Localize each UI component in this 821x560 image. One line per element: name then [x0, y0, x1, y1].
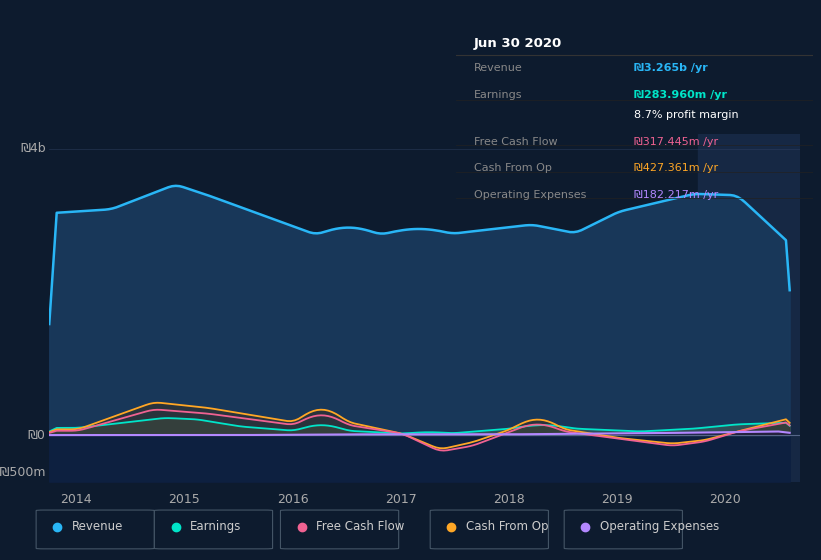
FancyBboxPatch shape: [281, 510, 399, 549]
Text: Revenue: Revenue: [474, 63, 522, 73]
Text: -₪500m: -₪500m: [0, 466, 45, 479]
Text: Revenue: Revenue: [71, 520, 123, 533]
Text: Earnings: Earnings: [190, 520, 241, 533]
Text: Operating Expenses: Operating Expenses: [599, 520, 719, 533]
Text: Jun 30 2020: Jun 30 2020: [474, 37, 562, 50]
Text: ₪0: ₪0: [28, 428, 45, 442]
Text: ₪317.445m /yr: ₪317.445m /yr: [635, 137, 718, 147]
Text: Free Cash Flow: Free Cash Flow: [316, 520, 404, 533]
Text: ₪4b: ₪4b: [20, 142, 45, 155]
Text: Operating Expenses: Operating Expenses: [474, 190, 586, 200]
Text: Earnings: Earnings: [474, 90, 522, 100]
Text: ₪427.361m /yr: ₪427.361m /yr: [635, 164, 718, 174]
Text: 8.7% profit margin: 8.7% profit margin: [635, 110, 739, 120]
Bar: [698, 134, 800, 482]
Text: ₪3.265b /yr: ₪3.265b /yr: [635, 63, 708, 73]
FancyBboxPatch shape: [154, 510, 273, 549]
FancyBboxPatch shape: [430, 510, 548, 549]
FancyBboxPatch shape: [36, 510, 154, 549]
Text: ₪283.960m /yr: ₪283.960m /yr: [635, 90, 727, 100]
Text: Cash From Op: Cash From Op: [474, 164, 552, 174]
FancyBboxPatch shape: [564, 510, 682, 549]
Text: Free Cash Flow: Free Cash Flow: [474, 137, 557, 147]
Text: ₪182.217m /yr: ₪182.217m /yr: [635, 190, 718, 200]
Text: Cash From Op: Cash From Op: [466, 520, 548, 533]
